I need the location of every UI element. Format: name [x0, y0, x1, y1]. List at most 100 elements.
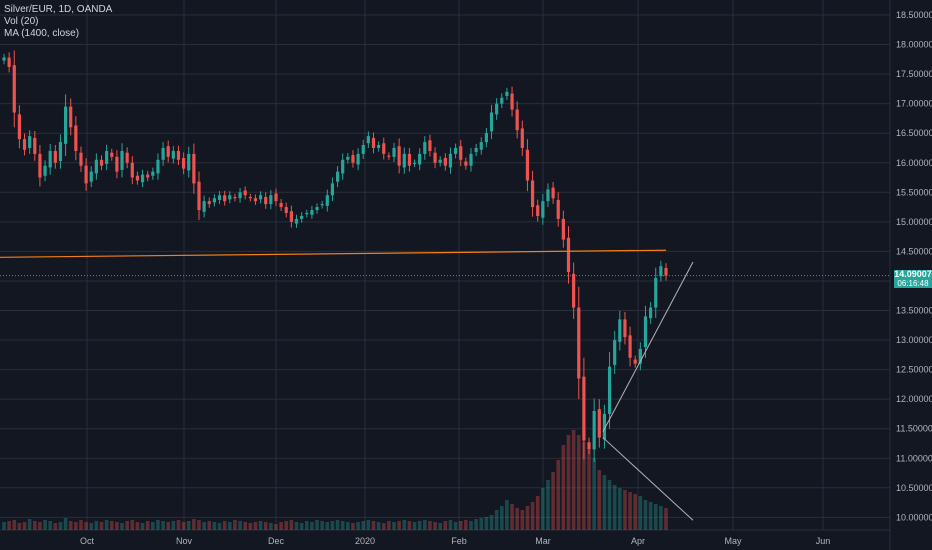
candle-body[interactable]	[602, 413, 607, 440]
candle-body[interactable]	[551, 187, 555, 199]
candle-body[interactable]	[397, 146, 401, 166]
candle-body[interactable]	[582, 376, 586, 441]
candle-body[interactable]	[228, 195, 232, 200]
candle-body[interactable]	[356, 153, 360, 165]
candle-body[interactable]	[628, 335, 632, 358]
candle-body[interactable]	[618, 319, 622, 342]
candle-body[interactable]	[346, 156, 350, 160]
legend-ma[interactable]: MA (1400, close)	[4, 28, 80, 39]
candle-body[interactable]	[520, 128, 524, 148]
candle-body[interactable]	[300, 215, 304, 219]
candle-body[interactable]	[202, 201, 206, 212]
candle-body[interactable]	[623, 319, 627, 338]
price-axis[interactable]: 18.50000 18.00000 17.50000 17.00000 16.50000…	[896, 10, 932, 522]
candle-body[interactable]	[28, 136, 32, 148]
candle-body[interactable]	[12, 65, 16, 113]
candle-body[interactable]	[515, 109, 519, 131]
candle-body[interactable]	[274, 193, 278, 202]
candlestick-series[interactable]	[2, 50, 668, 462]
candle-body[interactable]	[22, 139, 27, 150]
candle-body[interactable]	[484, 133, 488, 143]
candle-body[interactable]	[638, 348, 642, 364]
candle-body[interactable]	[541, 201, 545, 218]
candle-body[interactable]	[592, 410, 596, 450]
candle-body[interactable]	[140, 174, 145, 183]
candle-body[interactable]	[171, 150, 175, 159]
candle-body[interactable]	[654, 277, 658, 308]
candle-body[interactable]	[146, 174, 150, 178]
candle-body[interactable]	[264, 197, 268, 205]
candle-body[interactable]	[310, 210, 314, 215]
candle-body[interactable]	[99, 159, 104, 166]
candle-body[interactable]	[84, 165, 88, 184]
legend-symbol[interactable]: Silver/EUR, 1D, OANDA	[4, 4, 113, 15]
candle-body[interactable]	[479, 142, 483, 150]
candle-body[interactable]	[464, 161, 468, 166]
candle-body[interactable]	[217, 195, 222, 200]
candle-body[interactable]	[212, 198, 217, 203]
candle-body[interactable]	[248, 197, 252, 199]
candle-body[interactable]	[151, 171, 155, 176]
candle-body[interactable]	[110, 152, 114, 157]
candle-body[interactable]	[572, 273, 576, 308]
candle-body[interactable]	[2, 57, 6, 61]
candle-body[interactable]	[382, 143, 386, 154]
candle-body[interactable]	[387, 155, 391, 157]
candle-body[interactable]	[407, 153, 412, 166]
candle-body[interactable]	[156, 159, 160, 174]
candle-body[interactable]	[320, 204, 324, 206]
candle-body[interactable]	[294, 218, 299, 224]
candle-body[interactable]	[366, 136, 370, 144]
candle-body[interactable]	[115, 156, 119, 172]
candle-body[interactable]	[418, 153, 422, 165]
candle-body[interactable]	[279, 202, 283, 208]
candle-body[interactable]	[577, 307, 581, 379]
candle-body[interactable]	[423, 142, 427, 154]
candle-body[interactable]	[351, 155, 355, 163]
candle-body[interactable]	[377, 145, 381, 148]
candle-body[interactable]	[166, 146, 170, 157]
candle-body[interactable]	[269, 195, 273, 205]
candle-body[interactable]	[433, 152, 437, 163]
candle-body[interactable]	[130, 162, 134, 178]
candle-body[interactable]	[505, 91, 509, 96]
candle-body[interactable]	[361, 145, 365, 154]
candle-body[interactable]	[633, 359, 637, 364]
candle-body[interactable]	[94, 159, 98, 174]
candle-body[interactable]	[556, 199, 560, 219]
candle-body[interactable]	[664, 267, 668, 276]
legend-volume[interactable]: Vol (20)	[4, 16, 39, 27]
candle-body[interactable]	[187, 153, 191, 171]
time-axis[interactable]: Oct Nov Dec 2020 Feb Mar Apr May Jun	[80, 536, 830, 546]
candle-body[interactable]	[7, 57, 11, 68]
candle-body[interactable]	[607, 366, 612, 414]
candle-body[interactable]	[233, 197, 237, 199]
candle-body[interactable]	[33, 137, 37, 154]
candle-body[interactable]	[207, 201, 211, 205]
candle-body[interactable]	[489, 112, 494, 132]
candle-body[interactable]	[325, 195, 329, 206]
candle-body[interactable]	[402, 153, 406, 168]
candle-body[interactable]	[38, 153, 42, 178]
candle-body[interactable]	[305, 212, 309, 215]
candle-body[interactable]	[613, 340, 617, 365]
candle-body[interactable]	[341, 159, 345, 174]
candle-body[interactable]	[546, 189, 550, 202]
candle-body[interactable]	[284, 207, 288, 213]
candle-body[interactable]	[561, 218, 565, 240]
candle-body[interactable]	[105, 150, 109, 164]
candle-body[interactable]	[315, 207, 319, 211]
candle-body[interactable]	[530, 180, 535, 208]
candle-body[interactable]	[597, 409, 601, 438]
candle-body[interactable]	[89, 171, 93, 182]
candle-body[interactable]	[161, 147, 165, 160]
candle-body[interactable]	[474, 147, 478, 153]
candle-body[interactable]	[253, 198, 258, 202]
candle-body[interactable]	[649, 307, 653, 319]
candle-body[interactable]	[289, 211, 293, 222]
candle-body[interactable]	[69, 106, 73, 128]
candle-body[interactable]	[176, 150, 181, 160]
candle-body[interactable]	[469, 153, 473, 166]
candle-body[interactable]	[335, 171, 340, 182]
